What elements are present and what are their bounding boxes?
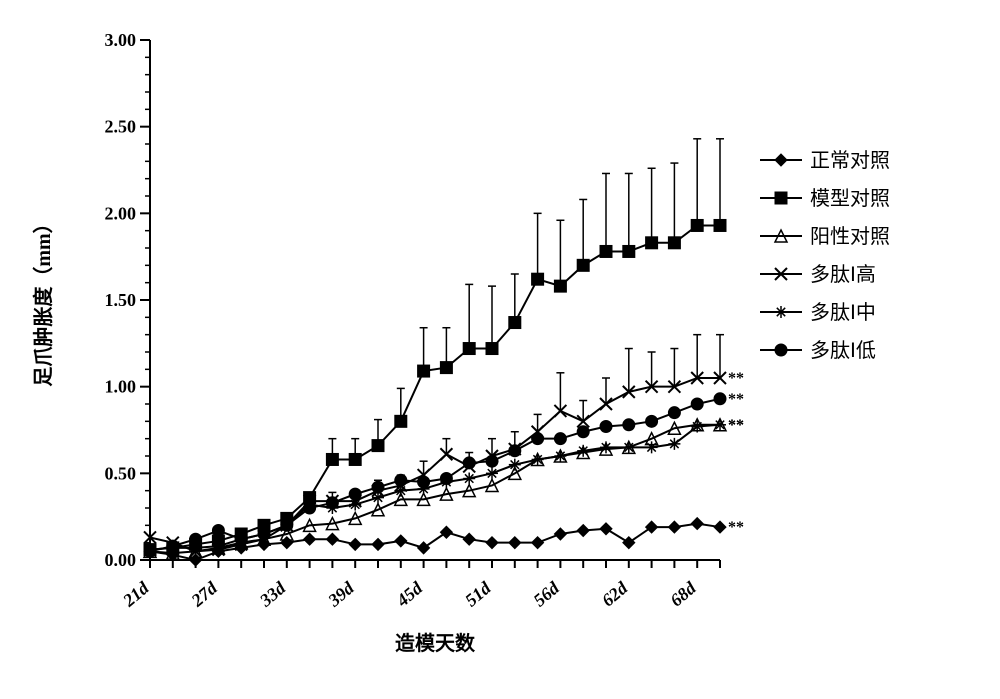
sig-normal: ** [728, 519, 744, 536]
legend-label: 阳性对照 [810, 225, 890, 248]
legend-label: 多肽Ⅰ中 [810, 301, 876, 324]
y-tick-label: 1.50 [105, 290, 137, 310]
y-tick-label: 2.50 [105, 117, 137, 137]
sig-high: ** [728, 370, 744, 387]
legend-label: 模型对照 [810, 187, 890, 210]
chart-container: 0.000.501.001.502.002.503.00足爪肿胀度（mm）21d… [0, 0, 1000, 699]
sig-positive: ** [728, 417, 744, 434]
line-chart: 0.000.501.001.502.002.503.00足爪肿胀度（mm）21d… [0, 0, 1000, 699]
legend-label: 多肽Ⅰ低 [810, 339, 876, 362]
legend-label: 多肽Ⅰ高 [810, 263, 876, 286]
y-tick-label: 2.00 [105, 203, 137, 223]
sig-low: ** [728, 391, 744, 408]
y-tick-label: 0.00 [105, 550, 137, 570]
y-tick-label: 1.00 [105, 377, 137, 397]
y-tick-label: 3.00 [105, 30, 137, 50]
legend-label: 正常对照 [810, 149, 890, 172]
y-axis-label: 足爪肿胀度（mm） [31, 213, 55, 386]
x-axis-label: 造模天数 [395, 631, 476, 655]
y-tick-label: 0.50 [105, 463, 137, 483]
